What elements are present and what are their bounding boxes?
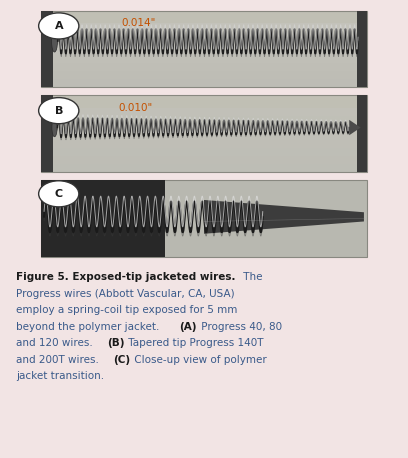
Text: Progress 40, 80: Progress 40, 80 (197, 322, 282, 332)
Text: C: C (55, 189, 63, 199)
Bar (41, 164, 367, 172)
Bar (41, 11, 367, 87)
Bar (41, 180, 165, 257)
Ellipse shape (52, 118, 57, 137)
Text: Progress wires (Abbott Vascular, CA, USA): Progress wires (Abbott Vascular, CA, USA… (16, 289, 235, 299)
Text: The: The (240, 273, 262, 283)
Text: Close-up view of polymer: Close-up view of polymer (131, 355, 267, 365)
Text: and 120 wires.: and 120 wires. (16, 338, 96, 348)
Bar (41, 23, 367, 32)
Bar (41, 95, 53, 172)
Polygon shape (204, 200, 364, 234)
Text: beyond the polymer jacket.: beyond the polymer jacket. (16, 322, 163, 332)
Bar (41, 124, 367, 132)
Bar (41, 79, 367, 87)
Bar (41, 71, 367, 79)
Text: jacket transition.: jacket transition. (16, 371, 104, 381)
Bar (41, 95, 367, 172)
Text: and 200T wires.: and 200T wires. (16, 355, 102, 365)
Circle shape (39, 98, 79, 124)
Circle shape (39, 13, 79, 39)
Bar (41, 11, 53, 87)
Polygon shape (349, 120, 361, 135)
Bar (41, 132, 367, 140)
Bar (41, 148, 367, 156)
Text: (C): (C) (113, 355, 130, 365)
Bar (41, 63, 367, 71)
Bar (41, 32, 367, 39)
Bar (41, 116, 367, 124)
Text: (A): (A) (180, 322, 197, 332)
Text: Tapered tip Progress 140T: Tapered tip Progress 140T (125, 338, 264, 348)
Text: Figure 5. Exposed-tip jacketed wires.: Figure 5. Exposed-tip jacketed wires. (16, 273, 236, 283)
Bar (41, 108, 367, 116)
Bar (41, 156, 367, 164)
Bar (357, 11, 367, 87)
Text: employ a spring-coil tip exposed for 5 mm: employ a spring-coil tip exposed for 5 m… (16, 305, 238, 316)
Bar (41, 180, 367, 257)
Bar (357, 95, 367, 172)
Text: B: B (55, 106, 63, 116)
Bar (41, 55, 367, 63)
Text: 0.014": 0.014" (122, 18, 156, 28)
Ellipse shape (51, 31, 58, 52)
Text: A: A (54, 21, 63, 31)
Bar (41, 39, 367, 47)
Text: (B): (B) (107, 338, 124, 348)
Bar (41, 47, 367, 55)
Text: 0.010": 0.010" (118, 103, 153, 113)
Bar (41, 140, 367, 148)
Circle shape (39, 181, 79, 207)
